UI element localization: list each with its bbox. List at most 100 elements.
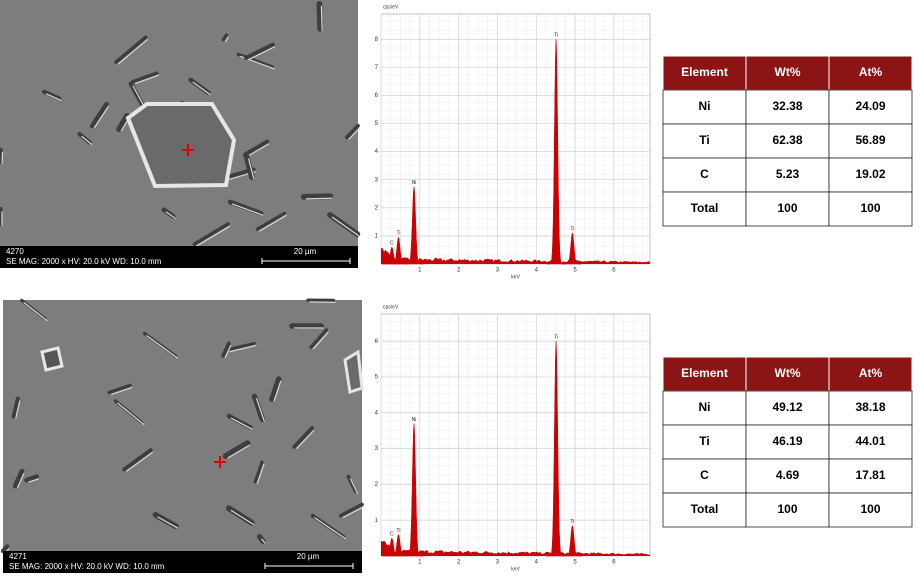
cell-text: C <box>700 468 709 482</box>
peak-label: Ni <box>412 417 417 423</box>
header-cell <box>828 356 913 392</box>
x-tick-label: 5 <box>573 268 577 274</box>
sem-feature <box>131 71 159 84</box>
sem-feature <box>269 376 282 403</box>
scale-bar <box>264 563 354 569</box>
sem-feature <box>222 440 251 459</box>
sem-edge <box>258 214 287 232</box>
sem-feature <box>11 396 20 419</box>
sem-feature <box>242 139 270 157</box>
sem-feature <box>346 474 358 494</box>
peak-label: C <box>390 531 394 537</box>
header-text: Element <box>681 366 728 380</box>
peak-label: Ti <box>570 226 574 232</box>
cell-text: C <box>700 167 709 181</box>
crystal <box>125 102 237 189</box>
sem-feature <box>251 393 266 423</box>
table-cell <box>828 492 913 528</box>
x-tick-label: 4 <box>535 268 539 274</box>
y-tick-label: 3 <box>375 177 379 183</box>
peak <box>562 232 582 265</box>
cell-text: 62.38 <box>772 133 802 147</box>
sem-feature <box>192 222 230 246</box>
crystal <box>343 349 364 394</box>
sem-edge <box>247 46 276 61</box>
y-axis-title: cps/eV <box>383 4 399 10</box>
sem-feature <box>0 147 3 165</box>
y-tick-label: 5 <box>375 375 379 381</box>
y-tick-label: 5 <box>375 121 379 127</box>
sem-edge <box>15 400 21 419</box>
x-tick-label: 5 <box>573 560 577 566</box>
sem-edge <box>93 105 110 129</box>
sem-edge <box>227 444 250 459</box>
sem-edge <box>28 478 39 483</box>
sem-edge <box>320 5 323 31</box>
sem-edge <box>247 158 255 180</box>
table-cell <box>745 89 830 125</box>
y-tick-label: 2 <box>375 482 379 488</box>
sem-edge <box>273 380 282 402</box>
y-tick-label: 1 <box>375 233 379 239</box>
table-cell <box>828 458 913 494</box>
sem-feature <box>107 383 132 395</box>
table-cell <box>828 390 913 426</box>
table-cell <box>662 458 747 494</box>
x-tick-label: 3 <box>496 268 500 274</box>
analysis-point <box>214 456 226 468</box>
table-cell <box>828 157 913 193</box>
sem-edge <box>157 516 179 529</box>
sem-edge <box>349 478 359 494</box>
header-text: At% <box>859 65 883 79</box>
crystal <box>40 346 64 372</box>
sem-feature <box>24 474 40 483</box>
table-cell <box>662 191 747 227</box>
cell-text: 24.09 <box>855 99 885 113</box>
sem-edge <box>117 402 145 426</box>
y-tick-label: 8 <box>375 37 379 43</box>
plot-area <box>380 313 651 557</box>
sem-feature <box>244 42 275 60</box>
sem-feature <box>243 153 255 180</box>
sem-edge <box>23 301 48 322</box>
sem-feature <box>12 468 25 489</box>
x-tick-label: 6 <box>612 560 616 566</box>
sem-edge <box>246 143 270 158</box>
peak-label: C <box>390 240 394 246</box>
sem-feature <box>292 426 315 449</box>
x-axis-title: keV <box>511 566 520 572</box>
cell-text: 17.81 <box>855 468 885 482</box>
cell-text: 56.89 <box>855 133 885 147</box>
cell-text: 100 <box>860 502 880 516</box>
sem-edge <box>305 197 333 200</box>
sem-edge <box>16 473 25 489</box>
cell-text: 44.01 <box>855 434 885 448</box>
header-cell <box>662 356 747 392</box>
sem-info-bar <box>0 246 358 268</box>
sem-edge <box>229 344 257 353</box>
sem-edge <box>45 93 62 102</box>
y-tick-label: 7 <box>375 65 379 71</box>
peak-label: Ti <box>396 231 400 237</box>
scale-label: 20 µm <box>297 552 320 561</box>
sem-edge <box>296 429 315 450</box>
cell-text: Ni <box>699 99 711 113</box>
sem-feature <box>116 112 130 133</box>
sem-feature <box>227 199 264 216</box>
sem-edge <box>224 36 229 43</box>
cell-text: Ti <box>699 133 709 147</box>
sem-edge <box>196 225 231 247</box>
sem-feature <box>225 505 255 526</box>
x-tick-label: 1 <box>418 560 422 566</box>
x-axis-title: keV <box>511 274 520 280</box>
cell-text: Total <box>691 201 719 215</box>
header-text: Wt% <box>775 65 801 79</box>
sem-edge <box>1 151 4 164</box>
x-tick-label: 3 <box>496 560 500 566</box>
peak-label: Ti <box>554 335 558 341</box>
sem-info: SE MAG: 2000 x HV: 20.0 kV WD: 10.0 mm <box>9 562 165 571</box>
peak-label: Ti <box>570 519 574 525</box>
sem-feature <box>236 52 275 69</box>
table-cell <box>745 191 830 227</box>
table-cell <box>745 390 830 426</box>
